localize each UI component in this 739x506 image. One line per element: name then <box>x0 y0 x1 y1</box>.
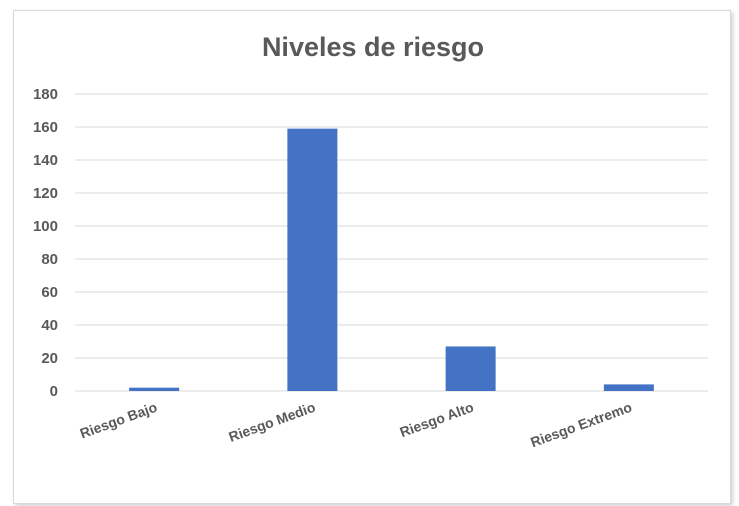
chart-title: Niveles de riesgo <box>262 32 484 62</box>
y-tick-label: 140 <box>33 152 58 169</box>
x-category-label: Riesgo Extremo <box>528 399 634 450</box>
bar-riesgo-extremo <box>603 384 654 391</box>
bars <box>129 128 654 391</box>
chart-frame <box>13 10 731 504</box>
x-category-label: Riesgo Alto <box>398 399 476 440</box>
y-axis-ticks: 0 20 40 60 80 100 120 140 160 180 <box>33 86 58 400</box>
y-tick-label: 20 <box>41 350 58 367</box>
x-category-label: Riesgo Medio <box>226 399 317 445</box>
y-tick-label: 180 <box>33 86 58 103</box>
bar-riesgo-bajo <box>129 387 180 391</box>
y-tick-label: 60 <box>41 284 58 301</box>
bar-riesgo-alto <box>445 346 496 391</box>
y-tick-label: 160 <box>33 119 58 136</box>
x-category-label: Riesgo Bajo <box>78 399 159 442</box>
x-axis-labels: Riesgo Bajo Riesgo Medio Riesgo Alto Riesgo… <box>78 399 634 450</box>
y-tick-label: 0 <box>50 383 58 400</box>
bar-riesgo-medio <box>287 128 338 391</box>
y-tick-label: 80 <box>41 251 58 268</box>
y-tick-label: 120 <box>33 185 58 202</box>
y-tick-label: 40 <box>41 317 58 334</box>
y-tick-label: 100 <box>33 218 58 235</box>
gridlines <box>75 93 708 392</box>
